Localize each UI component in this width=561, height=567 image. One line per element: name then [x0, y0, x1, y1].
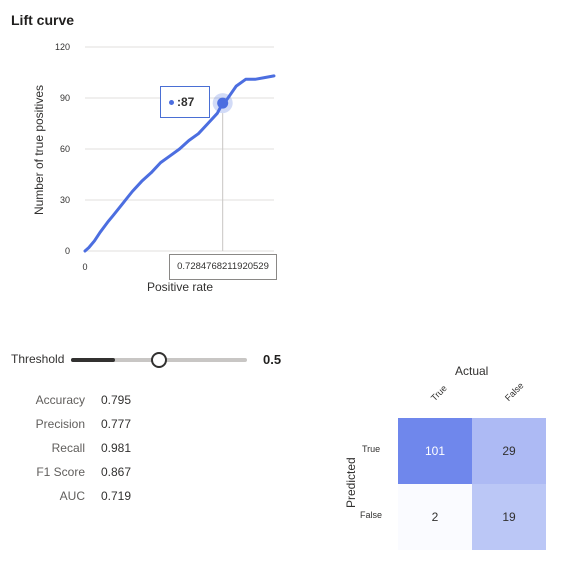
y-axis-title: Number of true positives: [32, 85, 46, 215]
metric-row: Accuracy 0.795: [20, 391, 131, 415]
metric-row: Precision 0.777: [20, 415, 131, 439]
y-tick-label: 90: [60, 93, 70, 103]
metric-value: 0.981: [101, 441, 132, 455]
metric-row: Recall 0.981: [20, 439, 131, 463]
metric-value: 0.777: [101, 417, 132, 431]
column-label-false: False: [502, 380, 526, 403]
confusion-matrix-title: Actual: [455, 364, 489, 378]
metric-name: AUC: [59, 489, 85, 503]
confusion-matrix-cell: 101: [398, 418, 472, 484]
confusion-matrix-cell: 29: [472, 418, 546, 484]
chart-title: Lift curve: [11, 12, 75, 28]
y-tick-labels: 0 30 60 90 120: [55, 42, 70, 256]
hover-y-value: 87: [181, 95, 195, 109]
x-tick-label: 0: [82, 262, 87, 272]
x-axis-title: Positive rate: [147, 280, 213, 294]
metric-value: 0.795: [101, 393, 132, 407]
confusion-matrix-cell: 2: [398, 484, 472, 550]
x-tick-labels: 0: [82, 262, 87, 272]
row-label-false: False: [360, 510, 383, 520]
threshold-slider[interactable]: [71, 350, 247, 370]
row-label-true: True: [362, 444, 381, 454]
threshold-label: Threshold: [11, 352, 65, 366]
y-tick-label: 120: [55, 42, 70, 52]
metrics-list: Accuracy 0.795 Precision 0.777 Recall 0.981 F1…: [20, 391, 131, 511]
metric-row: F1 Score 0.867: [20, 463, 131, 487]
hover-point: [217, 97, 229, 109]
slider-fill: [71, 358, 115, 362]
y-tick-label: 60: [60, 144, 70, 154]
lift-curve-line: [83, 74, 276, 253]
metric-value: 0.719: [101, 489, 132, 503]
series-dot-icon: [169, 100, 174, 106]
metric-row: AUC 0.719: [20, 487, 131, 511]
lift-curve-chart: 0 30 60 90 120 0 Number of true positives Po…: [32, 42, 276, 294]
slider-thumb[interactable]: [151, 352, 167, 368]
confusion-matrix-cell: 19: [472, 484, 546, 550]
y-tick-label: 0: [65, 246, 70, 256]
hover-y-prefix: :: [177, 95, 181, 109]
metric-name: Accuracy: [35, 393, 85, 407]
hover-tooltip-y: :87: [160, 86, 210, 118]
hover-tooltip-x: 0.7284768211920529: [169, 254, 277, 280]
metric-value: 0.867: [101, 465, 132, 479]
predicted-axis-label: Predicted: [344, 457, 358, 508]
threshold-value: 0.5: [263, 352, 282, 367]
metric-name: F1 Score: [36, 465, 85, 479]
column-label-true: True: [428, 383, 449, 403]
metric-name: Precision: [35, 417, 85, 431]
y-tick-label: 30: [60, 195, 70, 205]
metric-name: Recall: [51, 441, 85, 455]
